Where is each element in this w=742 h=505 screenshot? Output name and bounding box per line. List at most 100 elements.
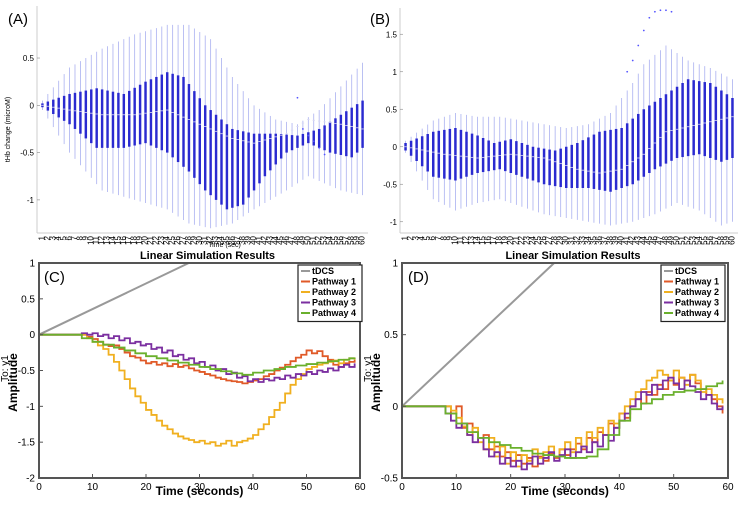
box bbox=[481, 138, 485, 173]
x-tick-label: 11 bbox=[92, 235, 101, 244]
box bbox=[209, 110, 212, 196]
box bbox=[431, 131, 435, 177]
box bbox=[409, 140, 413, 156]
x-tick-label: 24 bbox=[162, 235, 171, 244]
box bbox=[187, 84, 191, 172]
box bbox=[100, 89, 104, 148]
box bbox=[323, 125, 326, 151]
box bbox=[553, 150, 557, 187]
x-tick-label: 31 bbox=[200, 235, 209, 244]
x-tick-label: 5 bbox=[59, 235, 68, 240]
outlier-point bbox=[296, 96, 299, 99]
box bbox=[714, 86, 718, 160]
outlier-point bbox=[307, 134, 310, 137]
box bbox=[247, 132, 250, 198]
x-tick-label: 44 bbox=[639, 235, 648, 244]
box bbox=[274, 133, 277, 165]
x-tick-label: 20 bbox=[141, 235, 150, 244]
box bbox=[68, 93, 71, 125]
outlier-point bbox=[670, 10, 673, 13]
outlier-point bbox=[659, 9, 662, 12]
x-tick-label: 10 bbox=[450, 235, 459, 244]
box bbox=[515, 141, 518, 175]
outlier-point bbox=[648, 16, 651, 19]
legend-label: tDCS bbox=[675, 266, 697, 276]
y-axis-label: Amplitude bbox=[369, 353, 383, 412]
x-tick-label: 50 bbox=[668, 482, 680, 493]
outlier-point bbox=[637, 44, 640, 47]
x-tick-label: 1 bbox=[401, 235, 410, 240]
x-tick-label: 39 bbox=[611, 235, 620, 244]
y-axis-label: Amplitude bbox=[6, 353, 20, 412]
x-tick-label: 48 bbox=[661, 235, 670, 244]
x-tick-label: 54 bbox=[325, 235, 334, 244]
outlier-point bbox=[323, 153, 326, 156]
x-tick-label: 30 bbox=[561, 235, 570, 244]
box bbox=[171, 73, 174, 158]
box bbox=[637, 113, 640, 181]
y-output-label: To: y1 bbox=[0, 355, 11, 382]
series-line-tdcs bbox=[402, 263, 555, 408]
box bbox=[279, 134, 283, 159]
x-tick-label: 3 bbox=[412, 235, 421, 240]
x-axis-label: Time (seconds) bbox=[156, 484, 244, 498]
x-tick-label: 37 bbox=[233, 235, 242, 244]
x-tick-label: 12 bbox=[97, 235, 106, 244]
x-tick-label: 11 bbox=[456, 235, 465, 244]
box bbox=[350, 107, 353, 158]
x-tick-label: 49 bbox=[667, 235, 676, 244]
plot-area bbox=[39, 263, 356, 447]
x-tick-label: 55 bbox=[700, 235, 709, 244]
y-tick-label: 0 bbox=[392, 402, 398, 413]
box bbox=[355, 104, 359, 153]
x-tick-label: 40 bbox=[614, 482, 626, 493]
series-line-pathway-2 bbox=[39, 333, 356, 447]
x-tick-label: 46 bbox=[650, 235, 659, 244]
box bbox=[328, 121, 332, 153]
y-tick-label: -1 bbox=[390, 218, 398, 227]
outlier-point bbox=[653, 10, 656, 13]
x-tick-label: 38 bbox=[238, 235, 247, 244]
box bbox=[487, 140, 490, 172]
x-tick-label: 24 bbox=[528, 235, 537, 244]
x-tick-label: 29 bbox=[556, 235, 565, 244]
box bbox=[420, 136, 424, 167]
box bbox=[144, 81, 147, 144]
box bbox=[95, 88, 98, 148]
x-tick-label: 35 bbox=[589, 235, 598, 244]
x-tick-label: 8 bbox=[75, 235, 84, 240]
y-tick-label: 0.5 bbox=[386, 105, 398, 114]
x-tick-label: 5 bbox=[423, 235, 432, 240]
legend-label: Pathway 1 bbox=[675, 277, 719, 287]
series-line-pathway-3 bbox=[39, 332, 356, 383]
x-tick-label: 40 bbox=[249, 235, 258, 244]
x-tick-label: 41 bbox=[254, 235, 263, 244]
plot-area bbox=[402, 263, 724, 471]
box bbox=[664, 94, 668, 164]
box bbox=[587, 137, 590, 188]
box bbox=[307, 132, 310, 144]
box bbox=[570, 144, 574, 188]
x-tick-label: 56 bbox=[705, 235, 714, 244]
box bbox=[686, 79, 690, 157]
box bbox=[642, 109, 646, 177]
x-tick-label: 10 bbox=[451, 482, 463, 493]
x-tick-label: 50 bbox=[301, 482, 313, 493]
box bbox=[670, 90, 673, 161]
series-line-pathway-4 bbox=[402, 380, 724, 459]
box bbox=[625, 123, 629, 187]
x-tick-label: 39 bbox=[244, 235, 253, 244]
y-axis-label: tHb change (microM) bbox=[5, 97, 12, 162]
x-tick-label: 12 bbox=[461, 235, 470, 244]
x-tick-label: 51 bbox=[678, 235, 687, 244]
box bbox=[203, 105, 207, 191]
x-tick-label: 41 bbox=[622, 235, 631, 244]
box bbox=[176, 75, 180, 163]
x-tick-label: 33 bbox=[211, 235, 220, 244]
box bbox=[269, 133, 272, 171]
box bbox=[598, 131, 601, 190]
x-tick-label: 13 bbox=[467, 235, 476, 244]
x-tick-label: 1 bbox=[37, 235, 46, 240]
y-tick-label: -0.5 bbox=[381, 474, 399, 485]
